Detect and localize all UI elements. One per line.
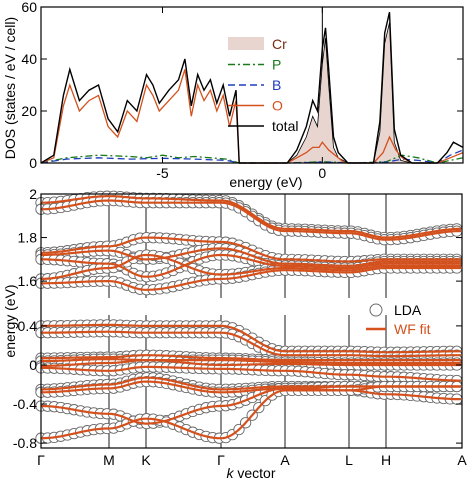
- legend-label-total: total: [272, 118, 298, 134]
- dos-axes-frame: [40, 6, 464, 164]
- legend-label-o: O: [272, 98, 283, 114]
- kpoint-label: Γ: [37, 452, 45, 468]
- dos-ytick-label: 40: [21, 51, 37, 67]
- legend-label-b: B: [272, 77, 281, 93]
- lower-wf-fit-band-4: [41, 359, 461, 367]
- lower-wf-fit-band-2: [41, 354, 461, 362]
- band-ytick-label: -0.8: [13, 435, 37, 451]
- band-ytick-label: 1.8: [18, 230, 38, 246]
- band-structure-panel: 1.6 1.8 2 -0.8 -0.4 0 0.4 Γ M K Γ A L H Ak vector energ…: [2, 186, 467, 480]
- kpoint-label: H: [381, 452, 391, 468]
- lower-wf-fit-band-5: [41, 365, 461, 382]
- band-ytick-label: -0.4: [13, 396, 37, 412]
- band-xaxis-label-k: k: [226, 465, 234, 480]
- lower-wf-fit-band-7: [41, 380, 462, 401]
- band-xaxis-label-rest: vector: [233, 465, 275, 480]
- legend-swatch-lda: [369, 303, 383, 317]
- upper-wf-fit-band-0: [41, 195, 462, 239]
- band-ytick-label: 0.4: [18, 318, 38, 334]
- upper-wf-fit-band-6: [41, 266, 461, 291]
- legend-swatch-cr: [228, 37, 264, 50]
- dos-xtick-label: 0: [318, 165, 326, 181]
- lower-wf-fit-band-0: [41, 323, 461, 354]
- band-ytick-label: 2: [29, 186, 37, 202]
- kpoint-label: A: [457, 452, 467, 468]
- lower-wf-fit-band-1: [41, 330, 461, 358]
- band-axes-frame: [40, 193, 463, 449]
- upper-wf-fit-band-1: [41, 199, 462, 241]
- kpoint-label: A: [280, 452, 290, 468]
- legend-label-lda: LDA: [394, 302, 422, 318]
- kpoint-label: Γ: [217, 452, 225, 468]
- legend-label-cr: Cr: [272, 36, 287, 52]
- dos-ytick-label: 20: [21, 103, 37, 119]
- legend-label-p: P: [272, 57, 281, 73]
- dos-xaxis-label: energy (eV): [229, 174, 302, 190]
- dos-series-total: [40, 12, 464, 164]
- upper-wf-fit-band-3: [41, 247, 461, 267]
- dos-series-p: [40, 154, 464, 164]
- dos-ytick-label: 0: [29, 155, 37, 171]
- band-ytick-label: 0: [29, 357, 37, 373]
- dos-series-o: [40, 69, 464, 164]
- dos-series-cr: [286, 22, 419, 164]
- upper-wf-fit-band-5: [41, 253, 461, 280]
- upper-wf-fit-band-2: [41, 236, 461, 263]
- band-xaxis-label: k vector: [226, 465, 275, 480]
- upper-wf-fit-band-4: [41, 253, 461, 278]
- legend-label-wf-fit: WF fit: [394, 321, 431, 337]
- dos-xtick-label: -5: [156, 165, 169, 181]
- dos-ytick-label: 60: [21, 0, 37, 15]
- dos-series-b: [40, 149, 464, 164]
- lower-wf-fit-band-9: [41, 385, 461, 440]
- kpoint-label: K: [141, 452, 151, 468]
- dos-panel: 0 20 40 60 -5 0 energy (eV) DOS (states / eV / …: [2, 0, 464, 190]
- kpoint-label: M: [103, 452, 115, 468]
- lower-wf-fit-band-3: [40, 358, 461, 365]
- band-ytick-label: 1.6: [18, 273, 38, 289]
- band-legend: LDA WF fit: [366, 302, 431, 337]
- band-yaxis-label: energy (eV): [2, 284, 18, 357]
- dos-yaxis-label: DOS (states / eV / cell): [2, 17, 18, 159]
- kpoint-label: L: [345, 452, 353, 468]
- axis-break-gap: [42, 298, 461, 315]
